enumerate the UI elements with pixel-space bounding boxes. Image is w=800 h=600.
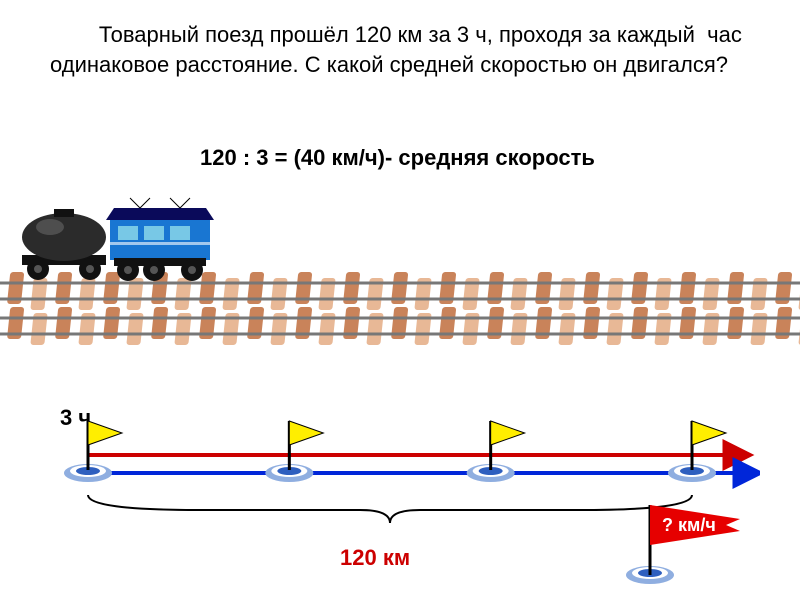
speed-label: ? км/ч <box>662 515 716 535</box>
problem-text: Товарный поезд прошёл 120 км за 3 ч, про… <box>50 20 760 79</box>
train-scene <box>0 190 800 370</box>
train-svg <box>0 190 800 370</box>
solution-text: 120 : 3 = (40 км/ч)- средняя скорость <box>200 145 595 171</box>
distance-label: 120 км <box>340 545 410 571</box>
speed-flag: ? км/ч <box>600 495 760 595</box>
